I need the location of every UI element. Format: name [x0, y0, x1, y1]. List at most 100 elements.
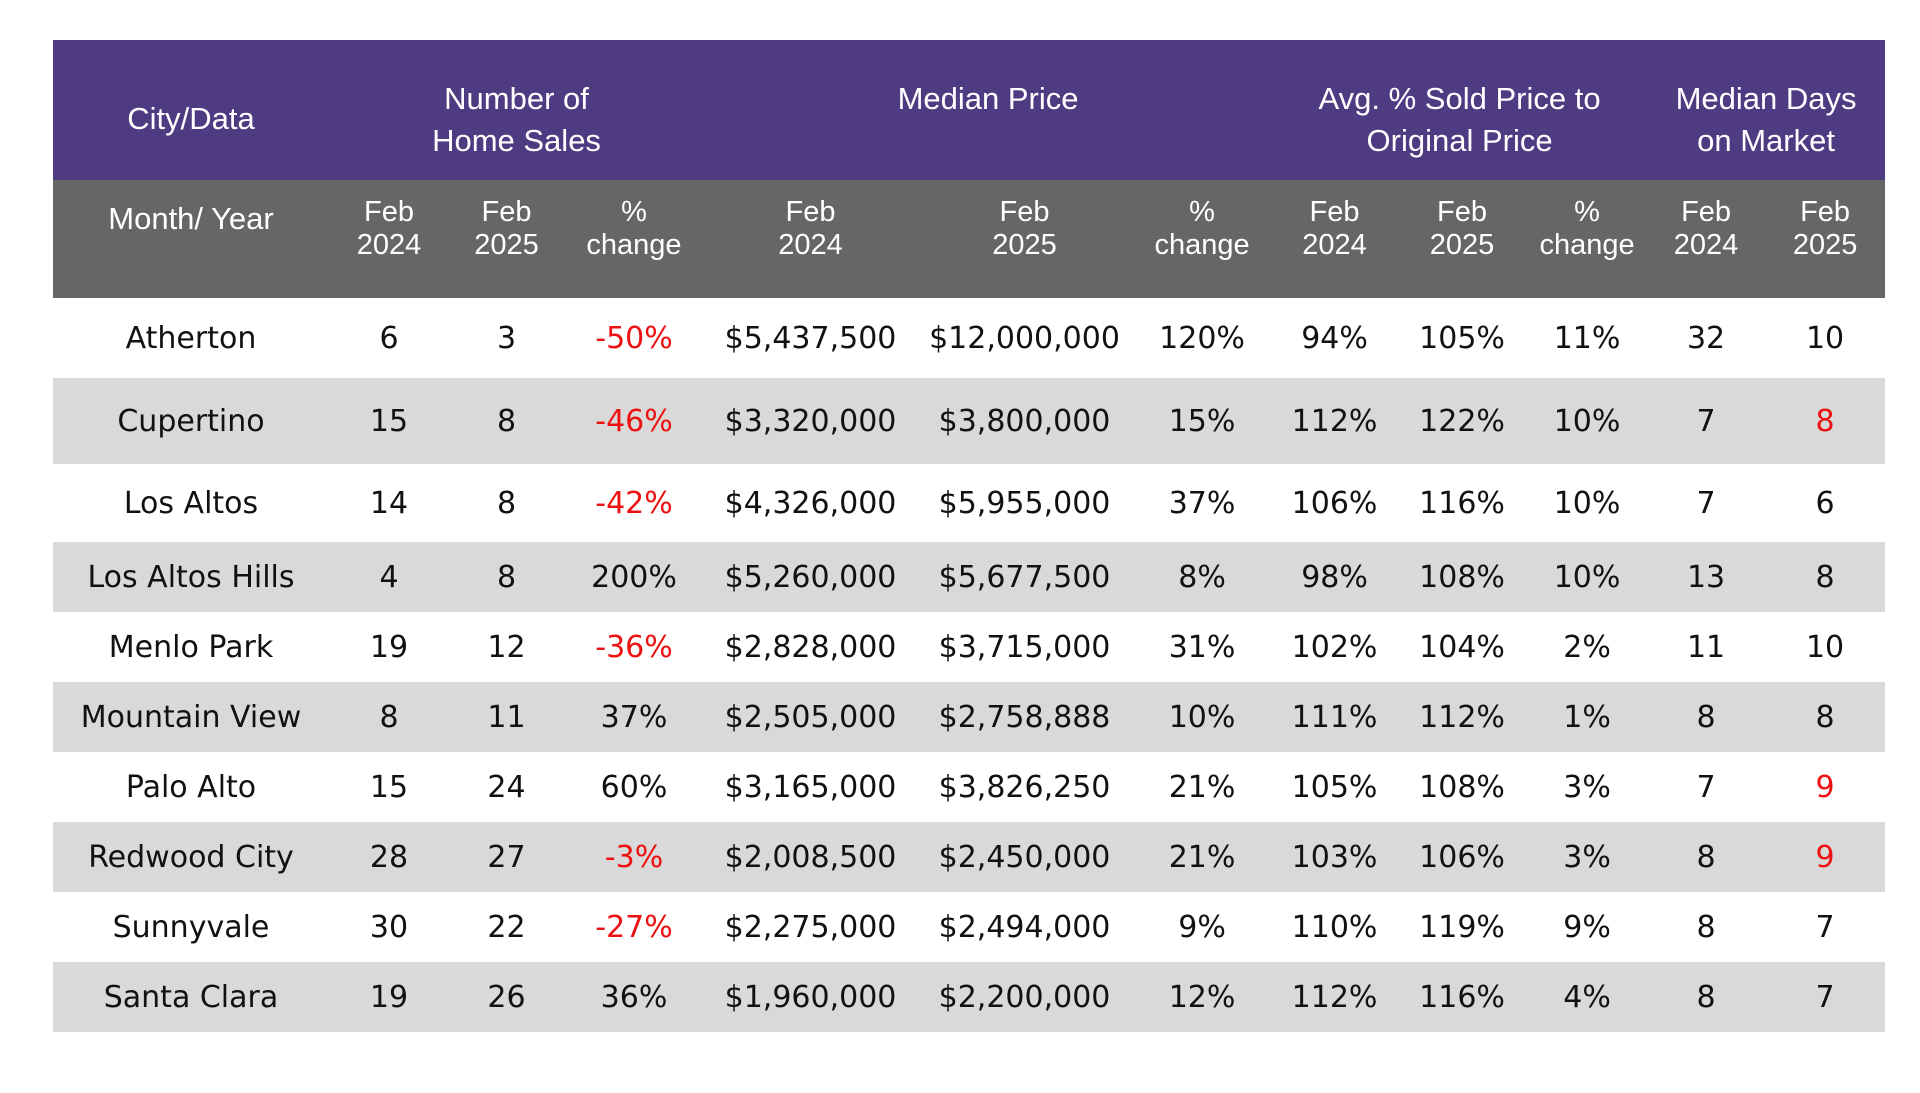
- value-cell: 14: [329, 464, 449, 542]
- value-cell: 8: [329, 682, 449, 752]
- city-cell: Palo Alto: [53, 752, 329, 822]
- value-cell: $2,758,888: [917, 682, 1133, 752]
- value-cell: $2,494,000: [917, 892, 1133, 962]
- subcol-header: Feb 2024: [329, 180, 449, 298]
- subcol-header-line: Feb: [999, 196, 1050, 228]
- value-cell: 6: [1765, 464, 1886, 542]
- value-cell: 8: [1765, 682, 1886, 752]
- value-cell: $3,826,250: [917, 752, 1133, 822]
- value-cell: 8%: [1132, 542, 1273, 612]
- value-cell: $2,828,000: [704, 612, 918, 682]
- value-cell: 9%: [1527, 892, 1648, 962]
- value-cell: 7: [1765, 892, 1886, 962]
- table-row: Redwood City 28 27 -3% $2,008,500 $2,450,000 2…: [53, 822, 1886, 892]
- value-cell: $2,200,000: [917, 962, 1133, 1032]
- value-cell: 108%: [1397, 752, 1528, 822]
- subcol-header: Feb 2024: [1272, 180, 1398, 298]
- value-cell: 21%: [1132, 822, 1273, 892]
- value-cell: $5,955,000: [917, 464, 1133, 542]
- value-cell: 110%: [1272, 892, 1398, 962]
- subcol-header-line: 2024: [1302, 229, 1367, 261]
- subcol-header-line: 2025: [992, 229, 1057, 261]
- subcol-header-line: Feb: [1309, 196, 1360, 228]
- subcol-header: Feb 2025: [1397, 180, 1528, 298]
- city-cell: Menlo Park: [53, 612, 329, 682]
- sold-ratio-line-1: Avg. % Sold Price to: [1318, 81, 1601, 116]
- value-cell: $2,275,000: [704, 892, 918, 962]
- value-cell: -27%: [564, 892, 705, 962]
- subcol-header-line: Feb: [1800, 196, 1851, 228]
- value-cell: $3,715,000: [917, 612, 1133, 682]
- value-cell: 9: [1765, 822, 1886, 892]
- value-cell: 6: [329, 298, 449, 378]
- value-cell: -42%: [564, 464, 705, 542]
- city-cell: Sunnyvale: [53, 892, 329, 962]
- value-cell: 36%: [564, 962, 705, 1032]
- value-cell: 4%: [1527, 962, 1648, 1032]
- value-cell: 8: [449, 378, 564, 464]
- value-cell: 11%: [1527, 298, 1648, 378]
- table-row: Mountain View 8 11 37% $2,505,000 $2,758,888 1…: [53, 682, 1886, 752]
- value-cell: 7: [1647, 752, 1766, 822]
- value-cell: 31%: [1132, 612, 1273, 682]
- subcol-header: Feb 2024: [704, 180, 918, 298]
- value-cell: 10%: [1527, 542, 1648, 612]
- subcol-header-line: 2025: [1792, 229, 1858, 261]
- market-stats-table: City/Data Number of Home Sales Median Pr…: [53, 40, 1886, 1032]
- city-cell: Atherton: [53, 298, 329, 378]
- subcol-header-line: Feb: [1437, 196, 1488, 228]
- value-cell: 9%: [1132, 892, 1273, 962]
- value-cell: $5,260,000: [704, 542, 918, 612]
- value-cell: 119%: [1397, 892, 1528, 962]
- subcol-header: Feb 2025: [917, 180, 1133, 298]
- value-cell: $3,320,000: [704, 378, 918, 464]
- value-cell: 12: [449, 612, 564, 682]
- value-cell: 8: [449, 542, 564, 612]
- city-cell: Cupertino: [53, 378, 329, 464]
- value-cell: 3%: [1527, 822, 1648, 892]
- value-cell: $5,437,500: [704, 298, 918, 378]
- city-cell: Santa Clara: [53, 962, 329, 1032]
- value-cell: 19: [329, 612, 449, 682]
- value-cell: $1,960,000: [704, 962, 918, 1032]
- value-cell: 30: [329, 892, 449, 962]
- city-cell: Redwood City: [53, 822, 329, 892]
- market-stats-table-wrapper: City/Data Number of Home Sales Median Pr…: [53, 40, 1886, 1032]
- value-cell: 122%: [1397, 378, 1528, 464]
- table-row: Los Altos Hills 4 8 200% $5,260,000 $5,677,50…: [53, 542, 1886, 612]
- value-cell: 7: [1765, 962, 1886, 1032]
- city-data-label: City/Data: [127, 101, 255, 136]
- value-cell: $3,800,000: [917, 378, 1133, 464]
- value-cell: 94%: [1272, 298, 1398, 378]
- value-cell: 37%: [564, 682, 705, 752]
- city-cell: Los Altos Hills: [53, 542, 329, 612]
- value-cell: 26: [449, 962, 564, 1032]
- subcol-header-line: 2025: [474, 229, 539, 261]
- city-cell: Los Altos: [53, 464, 329, 542]
- value-cell: 120%: [1132, 298, 1273, 378]
- value-cell: 10%: [1132, 682, 1273, 752]
- value-cell: 8: [1647, 822, 1766, 892]
- value-cell: 112%: [1272, 962, 1398, 1032]
- subcol-header-line: change: [586, 229, 682, 261]
- value-cell: $2,008,500: [704, 822, 918, 892]
- value-cell: 112%: [1397, 682, 1528, 752]
- value-cell: 105%: [1397, 298, 1528, 378]
- value-cell: 8: [1765, 378, 1886, 464]
- subcol-header: Feb 2025: [449, 180, 564, 298]
- value-cell: 111%: [1272, 682, 1398, 752]
- home-sales-header: Number of Home Sales: [329, 40, 705, 180]
- value-cell: 103%: [1272, 822, 1398, 892]
- value-cell: 27: [449, 822, 564, 892]
- value-cell: -50%: [564, 298, 705, 378]
- value-cell: 15: [329, 752, 449, 822]
- value-cell: 12%: [1132, 962, 1273, 1032]
- value-cell: 112%: [1272, 378, 1398, 464]
- subcol-header: % change: [1527, 180, 1648, 298]
- value-cell: 1%: [1527, 682, 1648, 752]
- value-cell: 10%: [1527, 464, 1648, 542]
- table-row: Santa Clara 19 26 36% $1,960,000 $2,200,000 12…: [53, 962, 1886, 1032]
- subcol-header: % change: [1132, 180, 1273, 298]
- value-cell: 10%: [1527, 378, 1648, 464]
- value-cell: $2,505,000: [704, 682, 918, 752]
